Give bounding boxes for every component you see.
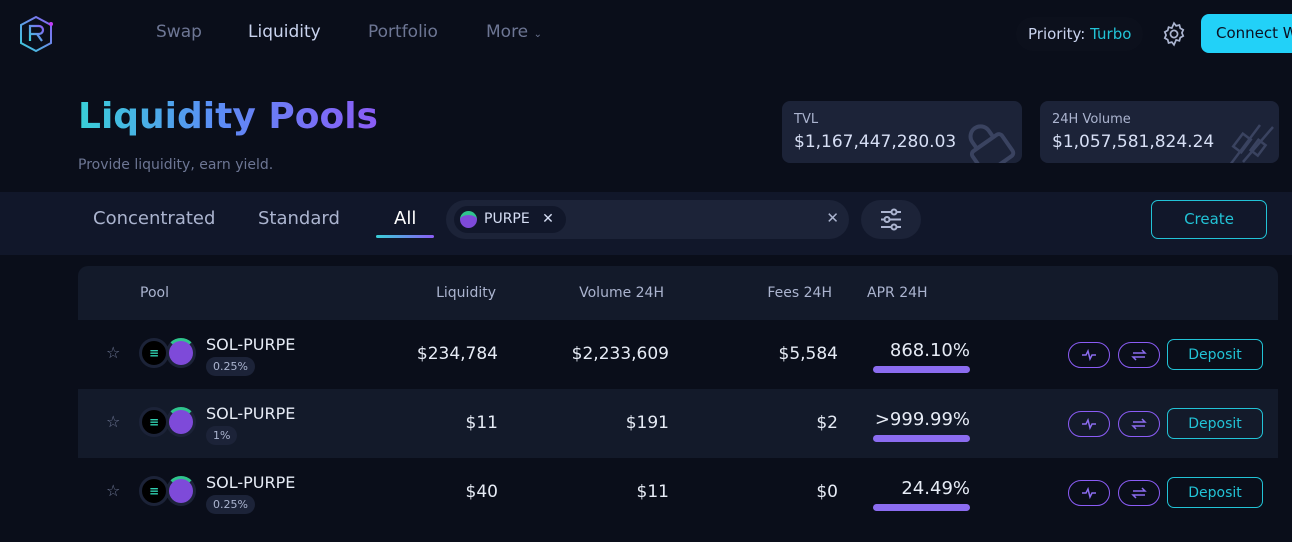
swap-arrows-icon — [1131, 487, 1147, 499]
priority-value: Turbo — [1090, 25, 1132, 43]
candlestick-icon — [1229, 124, 1274, 163]
tab-active-indicator — [376, 235, 434, 238]
page-title: Liquidity Pools — [78, 96, 378, 137]
tvl-value: $1,167,447,280.03 — [794, 132, 957, 152]
sliders-icon — [881, 208, 901, 231]
fees-value: $2 — [816, 413, 838, 433]
connect-wallet-button[interactable]: Connect W — [1201, 14, 1292, 53]
swap-button[interactable] — [1118, 342, 1160, 368]
col-liquidity[interactable]: Liquidity — [436, 285, 496, 301]
fees-value: $0 — [816, 482, 838, 502]
col-volume[interactable]: Volume 24H — [579, 285, 664, 301]
deposit-button[interactable]: Deposit — [1167, 408, 1263, 439]
sol-token-icon: ≡ — [139, 407, 169, 437]
volume-card: 24H Volume $1,057,581,824.24 — [1040, 101, 1279, 163]
col-apr[interactable]: APR 24H — [867, 285, 928, 301]
liquidity-value: $40 — [465, 482, 498, 502]
apr-bar — [873, 435, 970, 442]
volume-value: $2,233,609 — [571, 344, 669, 364]
chart-button[interactable] — [1068, 342, 1110, 368]
priority-label: Priority: — [1028, 25, 1086, 43]
apr-value: 868.10% — [889, 340, 970, 361]
swap-button[interactable] — [1118, 480, 1160, 506]
star-icon[interactable]: ☆ — [106, 343, 121, 362]
table-header — [78, 266, 1278, 320]
swap-arrows-icon — [1131, 349, 1147, 361]
activity-icon — [1082, 349, 1096, 361]
lock-icon — [968, 124, 1016, 163]
create-button[interactable]: Create — [1151, 200, 1267, 239]
table-row[interactable]: ☆ ≡ SOL-PURPE 0.25% $234,784 $2,233,609 … — [78, 320, 1278, 389]
purpe-token-icon — [166, 338, 196, 368]
search-input[interactable]: PURPE ✕ ✕ — [446, 200, 849, 239]
volume-value: $11 — [636, 482, 669, 502]
gear-icon[interactable] — [1161, 21, 1187, 47]
table-row[interactable]: ☆ ≡ SOL-PURPE 1% $11 $191 $2 >999.99% De… — [78, 389, 1278, 458]
apr-bar — [873, 366, 970, 373]
purpe-token-icon — [166, 476, 196, 506]
token-chip[interactable]: PURPE ✕ — [454, 206, 566, 233]
volume-value: $191 — [625, 413, 669, 433]
priority-button[interactable]: Priority: Turbo — [1016, 17, 1144, 51]
pool-name[interactable]: SOL-PURPE — [206, 404, 296, 423]
tab-concentrated[interactable]: Concentrated — [93, 208, 216, 229]
liquidity-value: $234,784 — [416, 344, 498, 364]
apr-value: >999.99% — [874, 409, 970, 430]
fee-badge: 0.25% — [206, 495, 255, 514]
nav-more[interactable]: More ⌄ — [486, 22, 542, 42]
swap-button[interactable] — [1118, 411, 1160, 437]
star-icon[interactable]: ☆ — [106, 481, 121, 500]
deposit-button[interactable]: Deposit — [1167, 339, 1263, 370]
star-icon[interactable]: ☆ — [106, 412, 121, 431]
col-pool[interactable]: Pool — [140, 285, 169, 301]
chip-label: PURPE — [484, 211, 530, 227]
apr-bar — [873, 504, 970, 511]
swap-arrows-icon — [1131, 418, 1147, 430]
chip-remove-icon[interactable]: ✕ — [542, 211, 554, 227]
chevron-down-icon: ⌄ — [533, 29, 542, 40]
nav-liquidity[interactable]: Liquidity — [248, 22, 321, 42]
volume-label: 24H Volume — [1052, 112, 1131, 127]
nav-swap[interactable]: Swap — [156, 22, 202, 42]
tab-standard[interactable]: Standard — [258, 208, 340, 229]
purpe-token-icon — [166, 407, 196, 437]
activity-icon — [1082, 418, 1096, 430]
tab-all[interactable]: All — [394, 208, 417, 229]
nav-portfolio[interactable]: Portfolio — [368, 22, 438, 42]
col-fees[interactable]: Fees 24H — [767, 285, 832, 301]
filter-settings-button[interactable] — [861, 200, 921, 239]
chart-button[interactable] — [1068, 411, 1110, 437]
fee-badge: 1% — [206, 426, 238, 445]
tvl-label: TVL — [794, 112, 819, 127]
chart-button[interactable] — [1068, 480, 1110, 506]
fees-value: $5,584 — [778, 344, 838, 364]
fee-badge: 0.25% — [206, 357, 255, 376]
raydium-logo[interactable] — [18, 15, 54, 53]
sol-token-icon: ≡ — [139, 476, 169, 506]
activity-icon — [1082, 487, 1096, 499]
tvl-card: TVL $1,167,447,280.03 — [782, 101, 1022, 163]
pool-name[interactable]: SOL-PURPE — [206, 335, 296, 354]
clear-search-icon[interactable]: ✕ — [826, 209, 839, 227]
volume-value: $1,057,581,824.24 — [1052, 132, 1215, 152]
purpe-token-icon — [460, 211, 477, 228]
sol-token-icon: ≡ — [139, 338, 169, 368]
page-subtitle: Provide liquidity, earn yield. — [78, 157, 274, 173]
deposit-button[interactable]: Deposit — [1167, 477, 1263, 508]
table-row[interactable]: ☆ ≡ SOL-PURPE 0.25% $40 $11 $0 24.49% De… — [78, 458, 1278, 527]
apr-value: 24.49% — [901, 478, 970, 499]
pool-name[interactable]: SOL-PURPE — [206, 473, 296, 492]
nav-more-label: More — [486, 22, 529, 42]
liquidity-value: $11 — [465, 413, 498, 433]
